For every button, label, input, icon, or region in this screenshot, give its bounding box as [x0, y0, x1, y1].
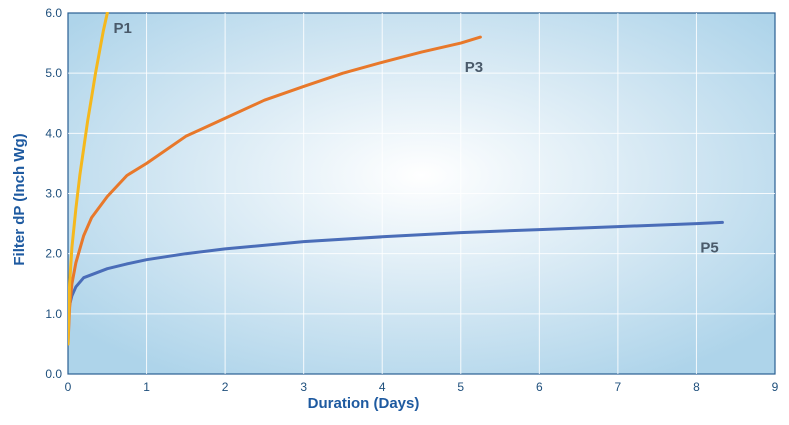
x-tick-label: 0 [65, 380, 72, 394]
y-axis-title: Filter dP (Inch Wg) [11, 133, 28, 265]
x-tick-label: 3 [300, 380, 307, 394]
series-label-p3: P3 [465, 59, 483, 76]
y-tick-label: 5.0 [45, 66, 62, 80]
series-label-p1: P1 [114, 20, 132, 37]
x-tick-label: 6 [536, 380, 543, 394]
tick-labels: 0 1 2 3 4 5 6 7 8 9 0.0 1.0 2.0 3.0 4.0 5.0 6.0 [45, 6, 778, 394]
x-tick-label: 1 [143, 380, 150, 394]
y-tick-label: 2.0 [45, 247, 62, 261]
x-tick-label: 5 [457, 380, 464, 394]
x-tick-label: 9 [772, 380, 779, 394]
series-line-p5 [68, 220, 724, 316]
y-tick-label: 6.0 [45, 6, 62, 20]
series-labels: P1 P3 P5 [114, 20, 719, 257]
x-axis-title: Duration (Days) [308, 395, 420, 412]
y-tick-label: 4.0 [45, 126, 62, 140]
y-tick-label: 0.0 [45, 367, 62, 381]
series-line-p1 [68, 12, 109, 346]
y-tick-label: 3.0 [45, 187, 62, 201]
x-tick-label: 2 [222, 380, 229, 394]
x-tick-label: 4 [379, 380, 386, 394]
series-label-p5: P5 [700, 240, 718, 257]
series-layer [68, 12, 724, 346]
x-tick-label: 8 [693, 380, 700, 394]
x-tick-label: 7 [615, 380, 622, 394]
series-line-p3 [68, 35, 482, 346]
y-tick-label: 1.0 [45, 307, 62, 321]
